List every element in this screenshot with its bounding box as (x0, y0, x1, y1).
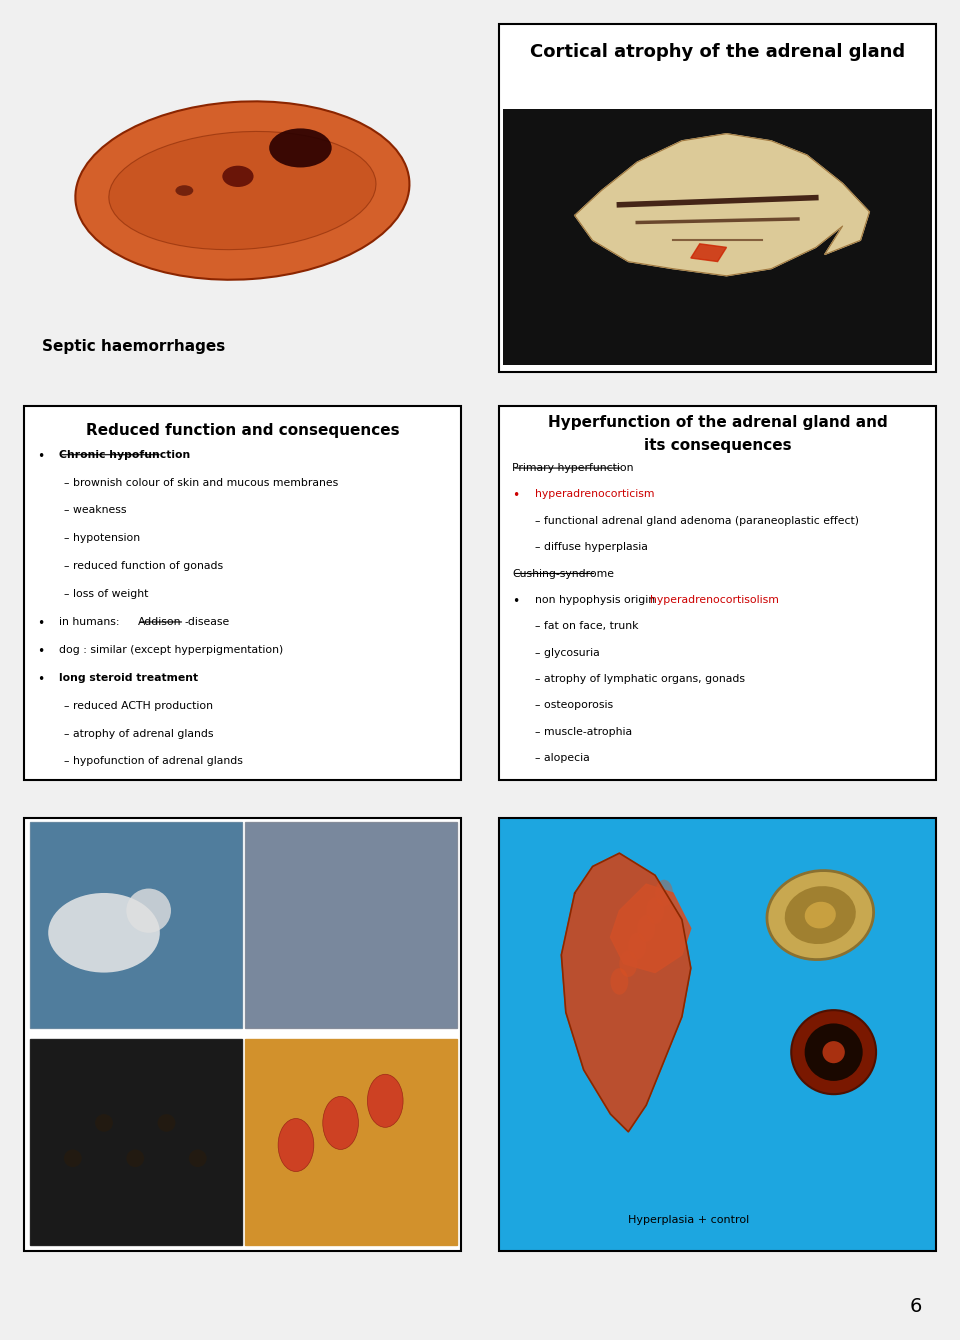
Text: – brownish colour of skin and mucous membranes: – brownish colour of skin and mucous mem… (63, 477, 338, 488)
Text: Hyperfunction of the adrenal gland and: Hyperfunction of the adrenal gland and (548, 415, 887, 430)
Text: – loss of weight: – loss of weight (63, 590, 148, 599)
Ellipse shape (784, 886, 855, 945)
FancyBboxPatch shape (499, 406, 936, 780)
FancyBboxPatch shape (245, 823, 457, 1028)
Text: dog : similar (except hyperpigmentation): dog : similar (except hyperpigmentation) (60, 645, 283, 655)
Ellipse shape (223, 166, 253, 188)
Ellipse shape (637, 915, 655, 942)
Text: in humans:: in humans: (60, 616, 124, 627)
Polygon shape (575, 134, 870, 276)
Ellipse shape (75, 102, 410, 280)
Text: – atrophy of lymphatic organs, gonads: – atrophy of lymphatic organs, gonads (535, 674, 745, 683)
Text: •: • (37, 673, 44, 686)
Ellipse shape (127, 1150, 144, 1167)
Text: – muscle-atrophia: – muscle-atrophia (535, 726, 632, 737)
Text: Cortical atrophy of the adrenal gland: Cortical atrophy of the adrenal gland (530, 43, 905, 62)
Text: – weakness: – weakness (63, 505, 127, 516)
Text: Cushing-syndrome: Cushing-syndrome (513, 568, 614, 579)
FancyBboxPatch shape (31, 823, 242, 1028)
Ellipse shape (157, 1114, 176, 1132)
Text: Primary hyperfunction: Primary hyperfunction (513, 464, 634, 473)
Ellipse shape (48, 892, 159, 973)
Text: – diffuse hyperplasia: – diffuse hyperplasia (535, 543, 647, 552)
Text: Hyperplasia + control: Hyperplasia + control (628, 1214, 750, 1225)
Ellipse shape (629, 933, 646, 959)
Polygon shape (562, 854, 691, 1132)
Text: Chronic hypofunction: Chronic hypofunction (60, 450, 191, 460)
Text: •: • (37, 616, 44, 630)
Ellipse shape (823, 1041, 845, 1063)
Ellipse shape (269, 129, 331, 168)
Text: •: • (37, 450, 44, 462)
Ellipse shape (619, 950, 637, 977)
Ellipse shape (767, 871, 874, 959)
Ellipse shape (804, 1024, 863, 1081)
FancyBboxPatch shape (24, 817, 461, 1252)
Ellipse shape (611, 967, 629, 994)
Text: hyperadrenocorticism: hyperadrenocorticism (535, 489, 654, 500)
Ellipse shape (655, 879, 673, 906)
Ellipse shape (176, 185, 193, 196)
Text: Septic haemorrhages: Septic haemorrhages (41, 339, 225, 354)
Ellipse shape (646, 898, 664, 925)
Text: its consequences: its consequences (644, 438, 791, 453)
Polygon shape (31, 823, 242, 1028)
Polygon shape (691, 244, 727, 261)
Ellipse shape (804, 902, 836, 929)
Ellipse shape (63, 1150, 82, 1167)
Text: – hypofunction of adrenal glands: – hypofunction of adrenal glands (63, 756, 243, 766)
Text: – reduced ACTH production: – reduced ACTH production (63, 701, 213, 710)
Ellipse shape (108, 131, 376, 249)
FancyBboxPatch shape (503, 86, 932, 107)
Polygon shape (31, 1038, 242, 1245)
Ellipse shape (95, 1114, 113, 1132)
Ellipse shape (278, 1119, 314, 1171)
Polygon shape (245, 823, 457, 1028)
Text: 6: 6 (909, 1297, 922, 1316)
FancyBboxPatch shape (31, 1038, 242, 1245)
FancyBboxPatch shape (24, 406, 461, 780)
Text: – functional adrenal gland adenoma (paraneoplastic effect): – functional adrenal gland adenoma (para… (535, 516, 858, 525)
Ellipse shape (127, 888, 171, 933)
Text: – atrophy of adrenal glands: – atrophy of adrenal glands (63, 729, 213, 738)
Text: – reduced function of gonads: – reduced function of gonads (63, 561, 223, 571)
Text: •: • (37, 645, 44, 658)
Text: •: • (513, 489, 519, 502)
FancyBboxPatch shape (503, 109, 932, 364)
Text: – glycosuria: – glycosuria (535, 647, 599, 658)
Text: •: • (513, 595, 519, 608)
Text: non hypophysis origin: non hypophysis origin (535, 595, 659, 604)
Text: – hypotension: – hypotension (63, 533, 140, 544)
Ellipse shape (323, 1096, 358, 1150)
Text: hyperadrenocortisolism: hyperadrenocortisolism (651, 595, 780, 604)
Text: – fat on face, trunk: – fat on face, trunk (535, 622, 638, 631)
FancyBboxPatch shape (499, 817, 936, 1252)
Text: Addison: Addison (137, 616, 181, 627)
Ellipse shape (368, 1075, 403, 1127)
Text: Reduced function and consequences: Reduced function and consequences (85, 423, 399, 438)
Ellipse shape (791, 1010, 876, 1095)
FancyBboxPatch shape (245, 1038, 457, 1245)
Ellipse shape (189, 1150, 206, 1167)
FancyBboxPatch shape (499, 24, 936, 371)
Polygon shape (611, 884, 691, 973)
Text: – osteoporosis: – osteoporosis (535, 701, 612, 710)
Text: – alopecia: – alopecia (535, 753, 589, 762)
Text: long steroid treatment: long steroid treatment (60, 673, 199, 683)
Text: -disease: -disease (184, 616, 229, 627)
Polygon shape (245, 1038, 457, 1245)
